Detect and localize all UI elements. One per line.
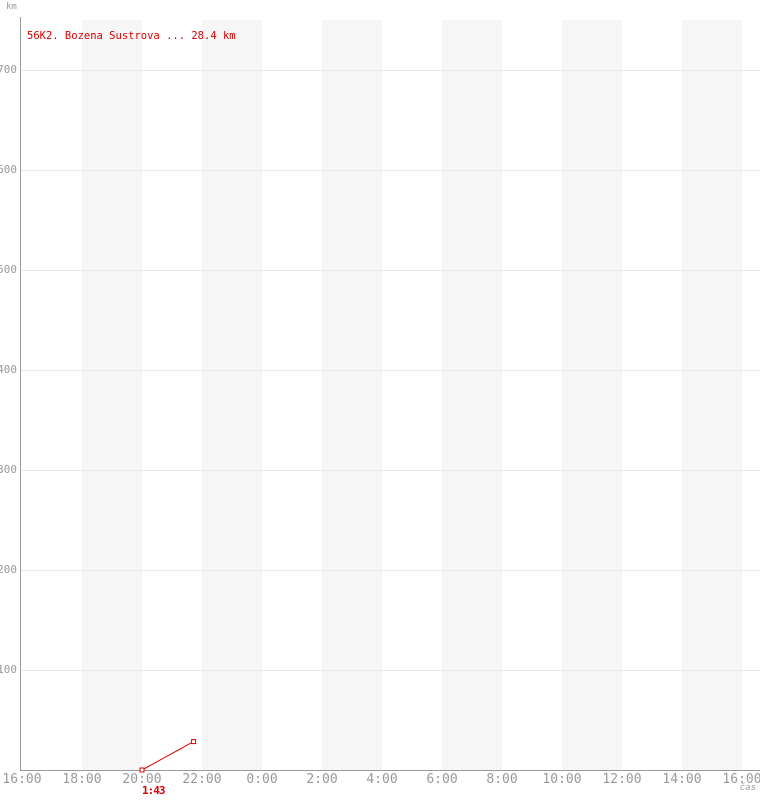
x-tick-label: 8:00 bbox=[486, 772, 518, 787]
series-line bbox=[141, 741, 194, 771]
series-legend: 56K2. Bozena Sustrova ... 28.4 km bbox=[27, 30, 236, 42]
x-tick-label: 4:00 bbox=[366, 772, 398, 787]
x-tick-label: 16:00 bbox=[2, 772, 42, 787]
y-tick-label: 700 bbox=[0, 63, 17, 76]
duration-annotation: 1:43 bbox=[142, 784, 165, 797]
y-tick-label: 500 bbox=[0, 263, 17, 276]
x-tick-label: 2:00 bbox=[306, 772, 338, 787]
x-tick-label: 20:00 bbox=[122, 772, 162, 787]
night-band bbox=[322, 20, 382, 770]
night-band bbox=[442, 20, 502, 770]
y-tick-label: 200 bbox=[0, 563, 17, 576]
y-tick-label: 300 bbox=[0, 463, 17, 476]
x-tick-label: 18:00 bbox=[62, 772, 102, 787]
x-tick-label: 12:00 bbox=[602, 772, 642, 787]
night-band bbox=[202, 20, 262, 770]
data-point-marker bbox=[139, 767, 145, 773]
x-axis-unit-label: čas bbox=[739, 783, 756, 793]
x-tick-label: 10:00 bbox=[542, 772, 582, 787]
y-tick-label: 400 bbox=[0, 363, 17, 376]
x-tick-label: 16:00 bbox=[722, 772, 760, 787]
y-tick-label: 100 bbox=[0, 663, 17, 676]
x-tick-label: 22:00 bbox=[182, 772, 222, 787]
night-band bbox=[682, 20, 742, 770]
x-tick-label: 14:00 bbox=[662, 772, 702, 787]
data-point-marker bbox=[191, 739, 197, 745]
night-band bbox=[82, 20, 142, 770]
y-tick-label: 600 bbox=[0, 163, 17, 176]
x-tick-label: 0:00 bbox=[246, 772, 278, 787]
y-axis-unit-label: km bbox=[6, 2, 17, 12]
night-band bbox=[562, 20, 622, 770]
x-tick-label: 6:00 bbox=[426, 772, 458, 787]
